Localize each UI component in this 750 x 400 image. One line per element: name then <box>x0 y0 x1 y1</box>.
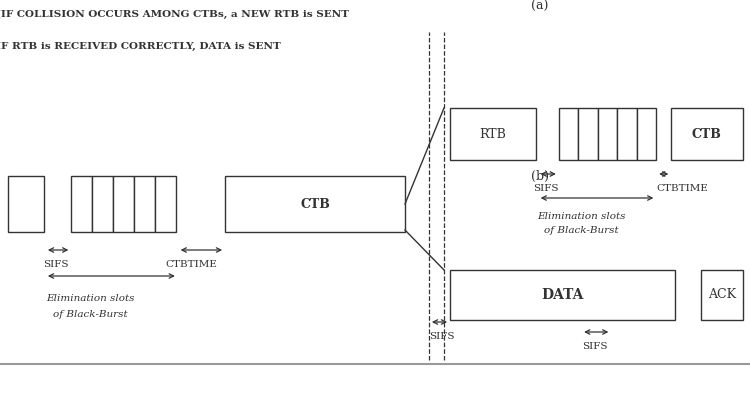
Bar <box>134 176 155 232</box>
Text: DATA: DATA <box>542 288 584 302</box>
Bar <box>155 176 176 232</box>
Text: CTBTIME: CTBTIME <box>165 260 218 269</box>
Bar <box>92 176 113 232</box>
Text: SIFS: SIFS <box>44 260 69 269</box>
Text: SIFS: SIFS <box>429 332 454 341</box>
Text: ACK: ACK <box>708 288 736 302</box>
Bar <box>8 176 44 232</box>
Text: (b): (b) <box>531 170 549 183</box>
Text: of Black-Burst: of Black-Burst <box>53 310 128 319</box>
Bar <box>225 176 405 232</box>
Text: of Black-Burst: of Black-Burst <box>544 226 619 235</box>
Bar <box>617 108 637 160</box>
Text: RTB: RTB <box>480 128 506 140</box>
Text: IF RTB is RECEIVED CORRECTLY, DATA is SENT: IF RTB is RECEIVED CORRECTLY, DATA is SE… <box>0 42 281 51</box>
Text: (IF COLLISION OCCURS AMONG CTBs, a NEW RTB is SENT: (IF COLLISION OCCURS AMONG CTBs, a NEW R… <box>0 10 350 19</box>
Bar <box>71 176 92 232</box>
Text: Elimination slots: Elimination slots <box>46 294 134 303</box>
Bar <box>113 176 134 232</box>
Bar <box>637 108 656 160</box>
Bar <box>578 108 598 160</box>
Text: CTBTIME: CTBTIME <box>656 184 708 193</box>
Bar <box>701 270 742 320</box>
Text: (a): (a) <box>531 0 549 13</box>
Bar <box>598 108 617 160</box>
Bar <box>671 108 742 160</box>
Bar <box>559 108 578 160</box>
Text: CTB: CTB <box>300 198 330 210</box>
Text: SIFS: SIFS <box>533 184 559 193</box>
Bar <box>450 108 536 160</box>
Text: Elimination slots: Elimination slots <box>537 212 626 221</box>
Text: SIFS: SIFS <box>582 342 608 351</box>
Bar <box>450 270 675 320</box>
Text: CTB: CTB <box>692 128 722 140</box>
